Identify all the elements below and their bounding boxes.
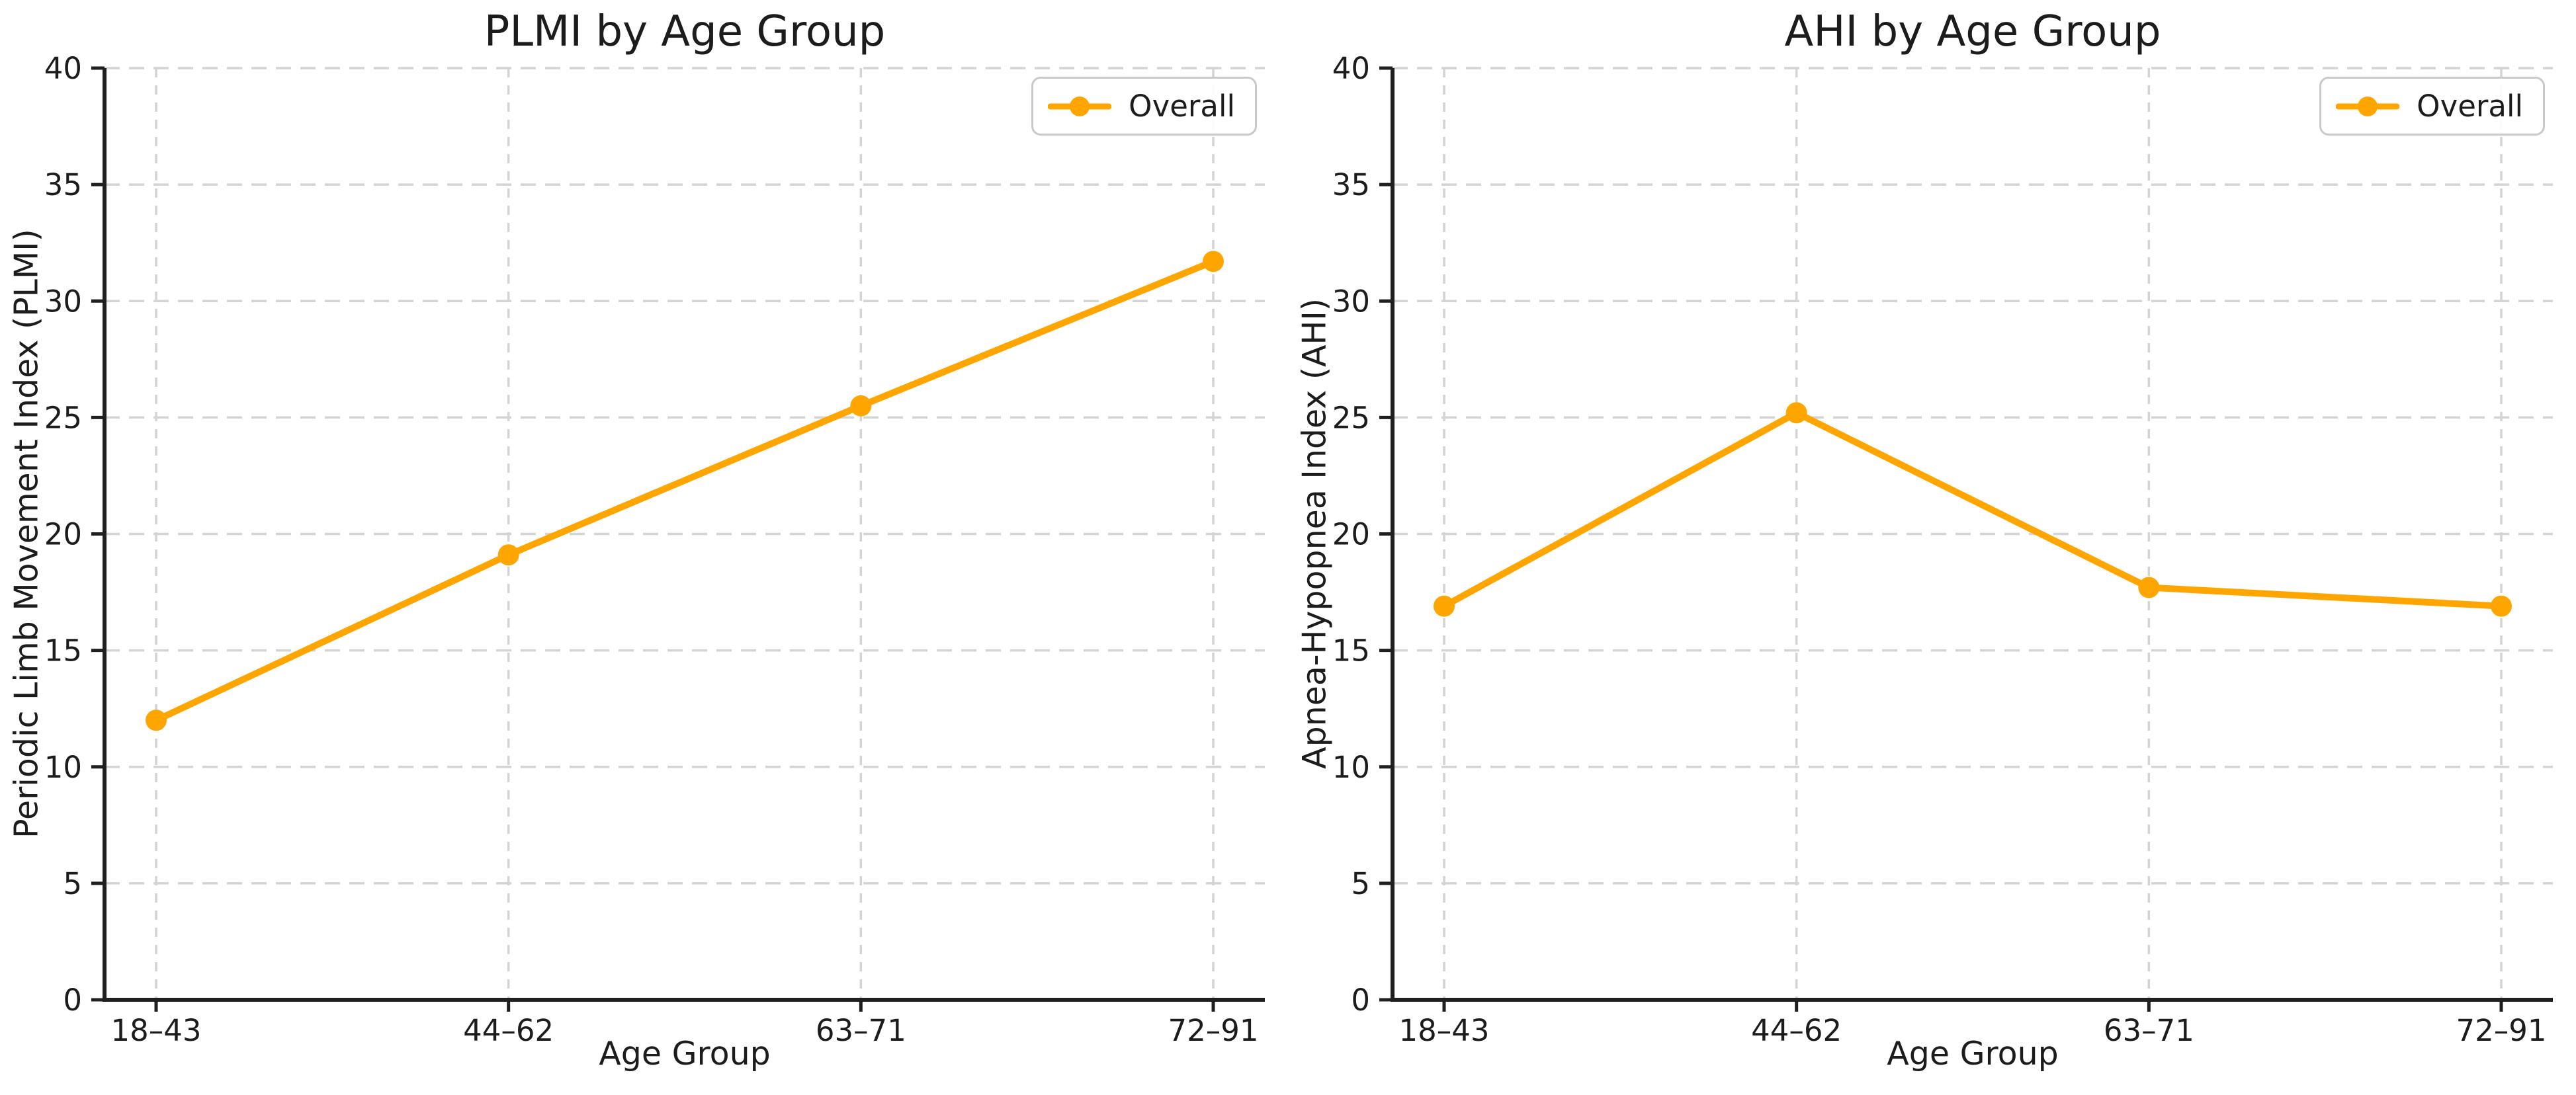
data-point-marker bbox=[2138, 577, 2160, 598]
y-tick-label: 0 bbox=[63, 983, 82, 1018]
data-point-marker bbox=[1203, 251, 1224, 272]
y-tick-label: 20 bbox=[1332, 517, 1370, 552]
data-point-marker bbox=[1434, 595, 1455, 617]
legend: Overall bbox=[2319, 77, 2545, 136]
x-tick-label: 44–62 bbox=[463, 1013, 554, 1048]
y-tick-label: 35 bbox=[1332, 167, 1370, 202]
legend-label: Overall bbox=[1129, 89, 1235, 124]
y-tick-label: 25 bbox=[1332, 400, 1370, 435]
y-tick-label: 15 bbox=[44, 633, 82, 669]
chart-title: AHI by Age Group bbox=[1784, 7, 2161, 56]
y-tick-label: 5 bbox=[63, 866, 82, 901]
legend: Overall bbox=[1031, 77, 1257, 136]
y-tick-label: 15 bbox=[1332, 633, 1370, 669]
data-point-marker bbox=[850, 395, 872, 417]
y-tick-label: 30 bbox=[44, 284, 82, 319]
x-axis-label: Age Group bbox=[599, 1035, 771, 1073]
x-tick-label: 18–43 bbox=[1398, 1013, 1489, 1048]
chart-panel-ahi: AHI by Age Group Apnea-Hypopnea Index (A… bbox=[1288, 0, 2576, 1095]
legend-line-marker-icon bbox=[2336, 96, 2400, 116]
data-point-marker bbox=[2491, 595, 2512, 617]
y-tick-label: 5 bbox=[1351, 866, 1370, 901]
chart-panel-plmi: PLMI by Age Group Periodic Limb Movement… bbox=[8, 7, 1265, 1073]
data-line bbox=[1441, 409, 2505, 610]
y-tick-label: 30 bbox=[1332, 284, 1370, 319]
chart-title: PLMI by Age Group bbox=[484, 7, 886, 56]
x-axis-label: Age Group bbox=[1887, 1035, 2059, 1073]
y-tick-label: 20 bbox=[44, 517, 82, 552]
plot-area: 0 5 10 15 20 25 30 35 40 18–43 44–62 63–71 72–91 bbox=[1332, 51, 2553, 1048]
x-tick-label: 72–91 bbox=[2456, 1013, 2546, 1048]
x-tick-label: 18–43 bbox=[110, 1013, 201, 1048]
y-tick-label: 0 bbox=[1351, 983, 1370, 1018]
data-line bbox=[153, 258, 1217, 724]
y-tick-label: 10 bbox=[44, 750, 82, 785]
x-tick-label: 63–71 bbox=[816, 1013, 906, 1048]
x-tick-label: 63–71 bbox=[2104, 1013, 2194, 1048]
data-point-marker bbox=[497, 544, 519, 566]
x-tick-label: 44–62 bbox=[1751, 1013, 1842, 1048]
y-tick-label: 40 bbox=[44, 51, 82, 86]
legend-label: Overall bbox=[2417, 89, 2523, 124]
y-tick-label: 25 bbox=[44, 400, 82, 435]
y-tick-label: 35 bbox=[44, 167, 82, 202]
plot-area: 0 5 10 15 20 25 30 35 40 18–43 44–62 63–71 72–91 bbox=[44, 51, 1265, 1048]
data-point-marker bbox=[1785, 402, 1807, 424]
x-tick-label: 72–91 bbox=[1168, 1013, 1258, 1048]
legend-line-marker-icon bbox=[1048, 96, 1112, 116]
y-tick-label: 40 bbox=[1332, 51, 1370, 86]
y-tick-label: 10 bbox=[1332, 750, 1370, 785]
data-point-marker bbox=[146, 710, 167, 731]
